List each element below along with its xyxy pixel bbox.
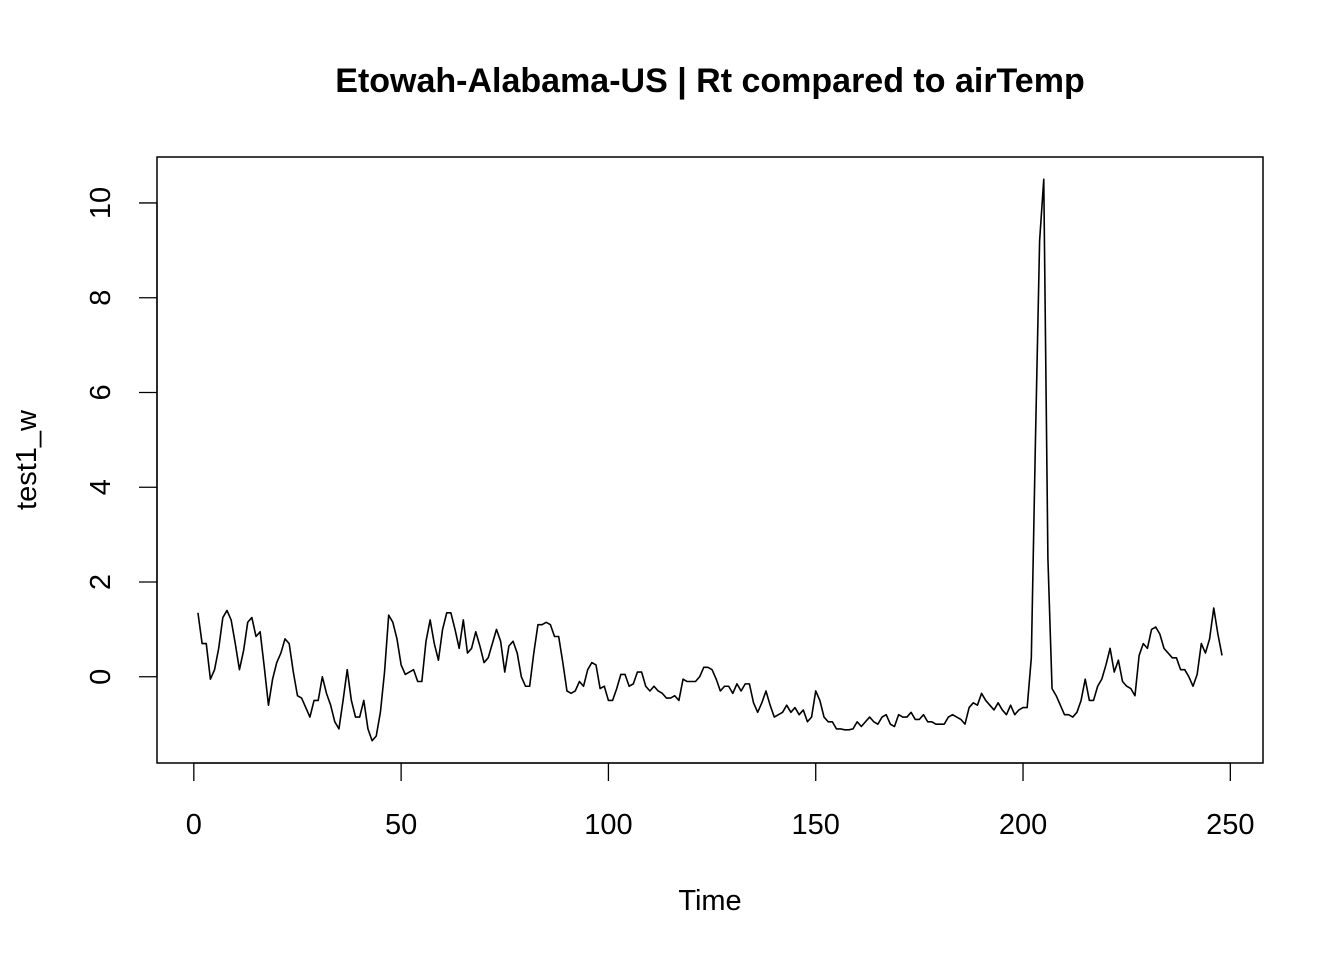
y-tick-label: 8 [85,290,117,306]
x-tick-label: 0 [186,809,202,841]
x-tick-label: 250 [1206,809,1254,841]
y-tick-label: 2 [85,574,117,590]
y-tick-label: 10 [85,187,117,219]
chart-title: Etowah-Alabama-US | Rt compared to airTe… [335,62,1084,100]
x-tick-label: 50 [385,809,417,841]
y-axis-label: test1_w [11,409,43,510]
y-tick-label: 0 [85,669,117,685]
x-axis-label: Time [678,885,741,917]
x-tick-label: 200 [999,809,1047,841]
x-tick-label: 150 [792,809,840,841]
x-tick-label: 100 [584,809,632,841]
data-line [197,178,1223,742]
y-tick-label: 6 [85,384,117,400]
y-tick-label: 4 [85,479,117,495]
